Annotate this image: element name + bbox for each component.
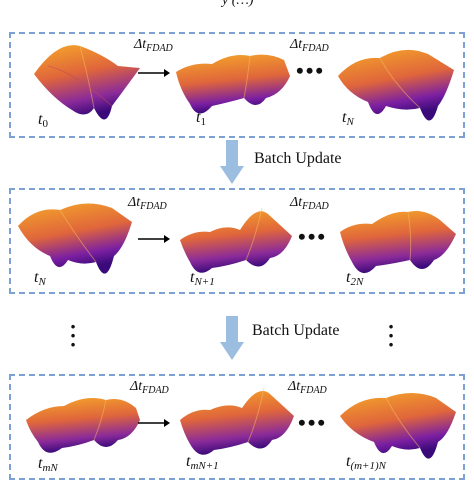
- dt-label-2a: ΔtFDAD: [128, 195, 167, 212]
- time-label-t1: t1: [196, 109, 206, 128]
- dt-label-3b: ΔtFDAD: [288, 379, 327, 396]
- surface-plot-tN-row1: [338, 49, 454, 121]
- surface-plot-t0: [34, 45, 140, 120]
- surface-plot-tmN: [26, 398, 140, 453]
- time-label-t(m+1)N: t(m+1)N: [346, 453, 386, 472]
- ellipsis-3: •••: [298, 410, 328, 435]
- time-step-arrow-1a: [138, 69, 170, 77]
- time-label-t2N: t2N: [346, 269, 364, 288]
- batch-update-label-1: Batch Update: [254, 150, 342, 167]
- panel-2: [9, 188, 465, 294]
- vertical-ellipsis-left: · · ·: [69, 314, 77, 357]
- surface-plot-t1: [176, 54, 290, 114]
- vertical-ellipsis-right: · · ·: [387, 314, 395, 357]
- dt-label-2b: ΔtFDAD: [290, 195, 329, 212]
- time-step-arrow-3a: [138, 419, 170, 427]
- batch-update-arrow-1: [220, 140, 244, 184]
- surface-plot-tN-row2: [18, 203, 132, 274]
- time-label-tmN: tmN: [38, 455, 58, 474]
- panel-1: [9, 32, 465, 138]
- time-label-tmN+1: tmN+1: [186, 453, 219, 472]
- time-label-tN+1: tN+1: [190, 269, 215, 288]
- ellipsis-1: •••: [296, 58, 326, 83]
- header-fragment: y (…): [222, 0, 254, 8]
- surface-plot-t2N: [340, 211, 456, 274]
- time-label-t0: t0: [38, 111, 48, 130]
- time-label-tN-row1: tN: [342, 109, 354, 128]
- ellipsis-2: •••: [298, 224, 328, 249]
- dt-label-1b: ΔtFDAD: [290, 37, 329, 54]
- panel-3: [9, 374, 465, 480]
- surface-plot-t(m+1)N: [340, 393, 456, 459]
- dt-label-1a: ΔtFDAD: [134, 37, 173, 54]
- surface-plot-tmN+1: [180, 387, 294, 455]
- batch-update-arrow-2: [220, 316, 244, 360]
- surface-plot-tN+1: [180, 207, 292, 273]
- time-step-arrow-2a: [138, 235, 170, 243]
- dt-label-3a: ΔtFDAD: [130, 379, 169, 396]
- batch-update-label-2: Batch Update: [252, 322, 340, 339]
- time-label-tN-row2: tN: [34, 269, 46, 288]
